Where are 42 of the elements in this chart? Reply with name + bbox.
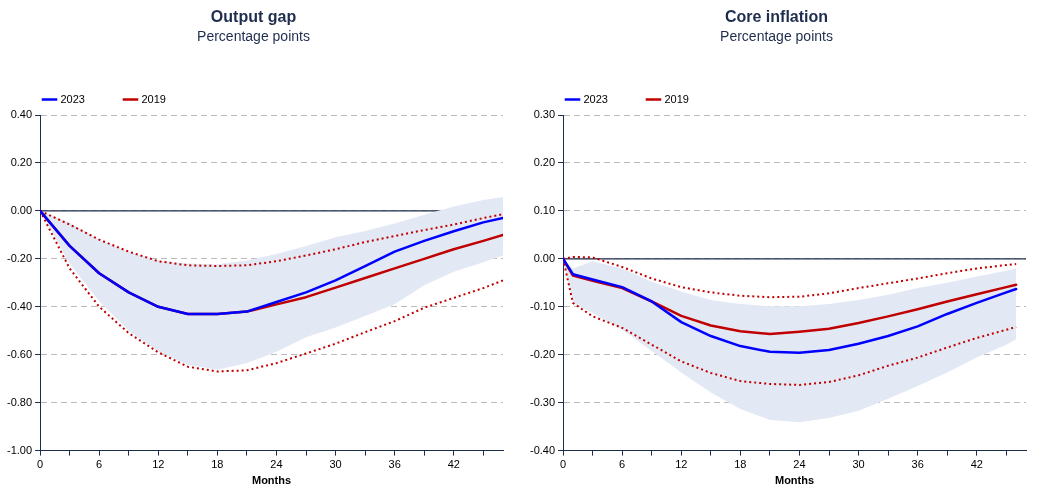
- legend-label: 2019: [664, 92, 689, 105]
- x-tick-label: 24: [793, 458, 806, 471]
- x-tick-label: 30: [329, 458, 342, 471]
- y-tick-label: -0.40: [6, 299, 33, 312]
- x-tick-label: 6: [619, 458, 626, 471]
- x-tick-label: 42: [970, 458, 983, 471]
- y-tick-label: 0.00: [10, 203, 33, 216]
- y-tick-label: -1.00: [6, 443, 33, 456]
- x-axis-title: Months: [251, 474, 292, 487]
- y-tick-label: -0.20: [529, 347, 556, 360]
- legend-label: 2019: [141, 92, 166, 105]
- chart-subtitle: Percentage points: [720, 28, 833, 45]
- y-tick-label: -0.20: [6, 251, 33, 264]
- y-tick-label: -0.60: [6, 347, 33, 360]
- x-tick-label: 30: [852, 458, 865, 471]
- x-tick-label: 0: [37, 458, 44, 471]
- y-tick-label: 0.40: [10, 108, 33, 121]
- x-tick-label: 24: [270, 458, 283, 471]
- y-tick-label: -0.10: [529, 299, 556, 312]
- chart-title: Core inflation: [724, 8, 829, 26]
- legend-label: 2023: [583, 92, 608, 105]
- x-tick-label: 6: [96, 458, 103, 471]
- x-axis-title: Months: [774, 474, 815, 487]
- x-tick-label: 18: [211, 458, 224, 471]
- y-tick-label: 0.20: [533, 155, 556, 168]
- y-tick-label: -0.30: [529, 395, 556, 408]
- chart-title: Output gap: [210, 8, 297, 26]
- y-tick-label: 0.30: [533, 108, 556, 121]
- y-tick-label: 0.20: [10, 155, 33, 168]
- x-tick-label: 18: [734, 458, 747, 471]
- x-tick-label: 12: [675, 458, 688, 471]
- x-tick-label: 12: [152, 458, 165, 471]
- x-tick-label: 36: [911, 458, 924, 471]
- legend-label: 2023: [60, 92, 85, 105]
- y-tick-label: -0.80: [6, 395, 33, 408]
- chart-subtitle: Percentage points: [197, 28, 310, 45]
- y-tick-label: 0.00: [533, 251, 556, 264]
- x-tick-label: 36: [388, 458, 401, 471]
- y-tick-label: 0.10: [533, 203, 556, 216]
- x-tick-label: 0: [560, 458, 567, 471]
- x-tick-label: 42: [447, 458, 460, 471]
- y-tick-label: -0.40: [529, 443, 556, 456]
